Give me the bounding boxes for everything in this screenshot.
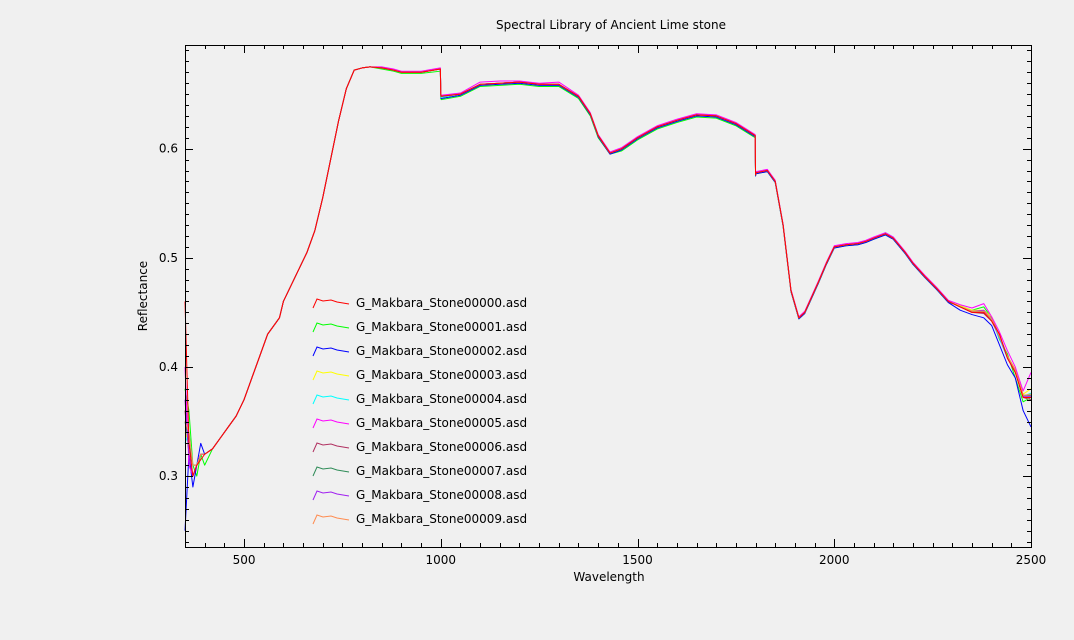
series-line-8 xyxy=(184,66,1031,477)
x-tick-label: 2000 xyxy=(819,553,850,567)
series-line-3 xyxy=(184,66,1032,466)
series-line-0 xyxy=(184,66,1031,477)
legend-label-2: G_Makbara_Stone00002.asd xyxy=(356,344,527,358)
series-line-2 xyxy=(184,66,1032,531)
x-axis-label: Wavelength xyxy=(573,570,644,584)
legend-swatch-9 xyxy=(312,514,350,525)
x-tick-label: 2500 xyxy=(1016,553,1047,567)
series-line-7 xyxy=(184,66,1031,466)
legend-label-0: G_Makbara_Stone00000.asd xyxy=(356,296,527,310)
legend-swatch-7 xyxy=(312,466,350,477)
series-line-4 xyxy=(184,66,1032,466)
y-tick-label: 0.5 xyxy=(159,251,178,265)
legend-label-9: G_Makbara_Stone00009.asd xyxy=(356,512,527,526)
legend-swatch-2 xyxy=(312,346,350,357)
legend: G_Makbara_Stone00000.asd G_Makbara_Stone0… xyxy=(312,296,527,526)
legend-label-5: G_Makbara_Stone00005.asd xyxy=(356,416,527,430)
legend-swatch-6 xyxy=(312,442,350,453)
x-tick-label: 1000 xyxy=(425,553,456,567)
legend-swatch-0 xyxy=(312,298,350,309)
legend-label-1: G_Makbara_Stone00001.asd xyxy=(356,320,527,334)
series-line-5 xyxy=(184,66,1032,477)
legend-label-6: G_Makbara_Stone00006.asd xyxy=(356,440,527,454)
legend-swatch-8 xyxy=(312,490,350,501)
series-line-1 xyxy=(184,66,1032,477)
y-tick-label: 0.6 xyxy=(159,142,178,156)
legend-swatch-1 xyxy=(312,322,350,333)
x-tick-label: 500 xyxy=(233,553,256,567)
series-line-6 xyxy=(184,66,1032,477)
ticks-layer: 500 1000 1500 2000 2500 0.3 0.4 0.5 0.6 xyxy=(159,45,1046,567)
chart-title: Spectral Library of Ancient Lime stone xyxy=(496,18,726,32)
legend-label-4: G_Makbara_Stone00004.asd xyxy=(356,392,527,406)
legend-swatch-5 xyxy=(312,418,350,429)
legend-swatch-3 xyxy=(312,370,350,381)
legend-swatch-4 xyxy=(312,394,350,405)
y-tick-label: 0.4 xyxy=(159,360,178,374)
y-axis-label: Reflectance xyxy=(136,261,150,331)
series-line-9 xyxy=(184,66,1032,466)
legend-label-8: G_Makbara_Stone00008.asd xyxy=(356,488,527,502)
plot-frame xyxy=(185,45,1032,548)
series-layer xyxy=(184,66,1032,531)
y-tick-label: 0.3 xyxy=(159,469,178,483)
legend-label-7: G_Makbara_Stone00007.asd xyxy=(356,464,527,478)
x-tick-label: 1500 xyxy=(622,553,653,567)
legend-label-3: G_Makbara_Stone00003.asd xyxy=(356,368,527,382)
